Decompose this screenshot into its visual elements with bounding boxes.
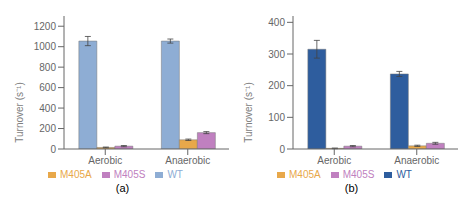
html-text:M405A: M405A: [60, 169, 92, 180]
svg-text:0: 0: [279, 144, 285, 155]
svg-text:1200: 1200: [34, 21, 57, 32]
svg-text:0: 0: [50, 144, 56, 155]
svg-text:400: 400: [268, 17, 285, 28]
svg-text:Aerobic: Aerobic: [88, 155, 122, 166]
svg-text:Anaerobic: Anaerobic: [394, 155, 439, 166]
html-text:M405A: M405A: [289, 169, 321, 180]
svg-text:400: 400: [39, 103, 56, 114]
html-text:M405S: M405S: [113, 169, 146, 180]
html-text:(b): (b): [344, 182, 359, 194]
html-text:M405S: M405S: [342, 169, 375, 180]
svg-text:800: 800: [39, 62, 56, 73]
svg-text:Aerobic: Aerobic: [317, 155, 351, 166]
svg-text:1000: 1000: [34, 41, 57, 52]
html-text:WT: WT: [167, 169, 183, 180]
svg-text:200: 200: [268, 80, 285, 91]
html-text:WT: WT: [396, 169, 412, 180]
svg-text:Anaerobic: Anaerobic: [165, 155, 210, 166]
svg-text:Turnover (s⁻¹): Turnover (s⁻¹): [243, 82, 254, 142]
svg-text:Turnover (s⁻¹): Turnover (s⁻¹): [14, 82, 25, 142]
html-text:(a): (a): [115, 182, 130, 194]
svg-text:200: 200: [39, 123, 56, 134]
svg-text:600: 600: [39, 82, 56, 93]
svg-text:100: 100: [268, 112, 285, 123]
svg-text:300: 300: [268, 49, 285, 60]
